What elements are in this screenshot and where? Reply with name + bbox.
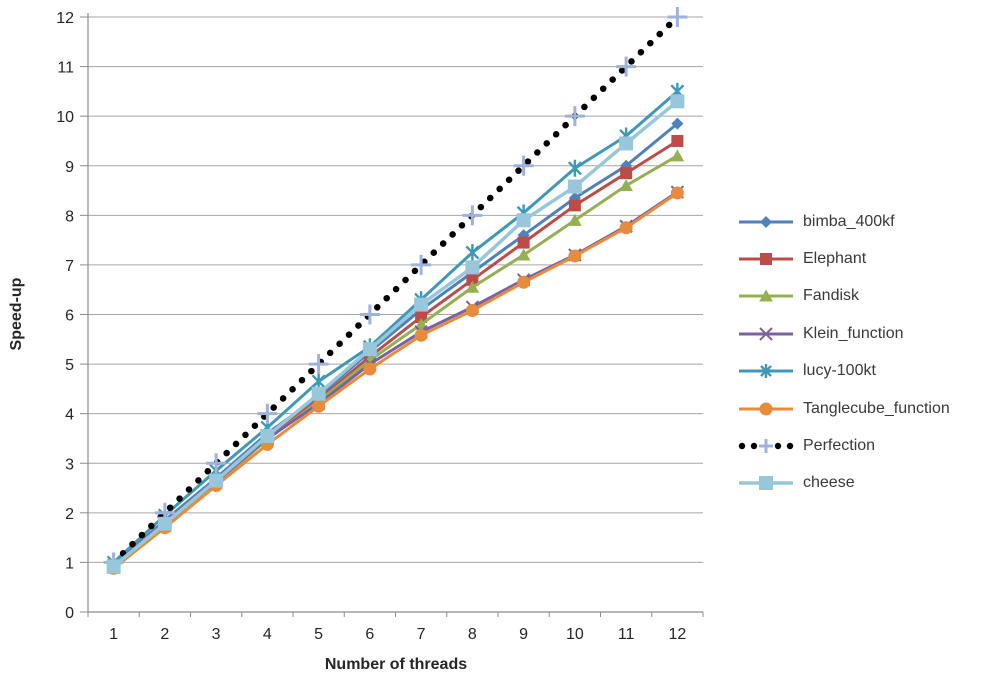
y-tick-label: 8 [65,208,74,225]
series-Fandisk [106,149,685,574]
x-tick-label: 1 [109,626,118,643]
x-tick-label: 10 [566,626,584,643]
y-tick-label: 12 [56,10,74,27]
legend-label: cheese [803,474,855,492]
y-tick-label: 2 [65,506,74,523]
legend-item-fandisk: Fandisk [737,278,950,315]
legend-item-lucy-100kt: lucy-100kt [737,353,950,390]
y-tick-label: 10 [56,109,74,126]
legend-marker-diamond-icon [739,215,793,228]
legend-marker-plus-icon [738,439,794,454]
y-tick-label: 7 [65,258,74,275]
legend-label: Tanglecube_function [803,399,950,417]
y-tick-label: 0 [65,605,74,622]
y-tick-label: 1 [65,555,74,572]
x-axis-title: Number of threads [325,656,467,673]
legend-label: Klein_function [803,324,904,342]
x-tick-label: 12 [668,626,686,643]
legend: bimba_400kf Elephant Fandisk Klein_function… [737,203,950,502]
y-tick-label: 4 [65,407,74,424]
x-tick-label: 2 [160,626,169,643]
legend-item-cheese: cheese [737,465,950,502]
legend-item-bimba-400kf: bimba_400kf [737,203,950,240]
series-Tanglecube_function [107,186,684,575]
x-tick-label: 4 [263,626,272,643]
series-layer [103,7,688,575]
x-tick-label: 7 [417,626,426,643]
series-cheese [106,94,685,574]
legend-label: bimba_400kf [803,212,895,230]
series-Perfection [103,7,688,573]
legend-marker-star-icon [739,364,793,379]
y-tick-label: 11 [57,60,74,77]
legend-item-klein-function: Klein_function [737,315,950,352]
axes [80,13,704,617]
gridlines [88,16,703,563]
legend-item-tanglecube-function: Tanglecube_function [737,390,950,427]
legend-label: Elephant [803,250,867,268]
legend-marker-square-icon [739,253,793,266]
y-tick-label: 6 [65,308,74,325]
y-tick-label: 5 [65,357,74,374]
x-tick-label: 3 [212,626,221,643]
legend-marker-circle-icon [739,402,793,416]
y-tick-label: 3 [65,456,74,473]
legend-marker-x-icon [739,327,793,341]
legend-label: Perfection [803,437,876,455]
legend-item-elephant: Elephant [737,240,950,277]
x-tick-label: 5 [314,626,323,643]
x-tick-label: 9 [519,626,528,643]
legend-label: Fandisk [803,287,860,305]
x-tick-label: 6 [365,626,374,643]
legend-marker-square-icon [739,476,793,491]
x-tick-label: 8 [468,626,477,643]
legend-item-perfection: Perfection [737,427,950,464]
y-axis-title: Speed-up [8,277,25,350]
y-tick-label: 9 [65,159,74,176]
legend-marker-triangle-icon [739,289,793,302]
legend-label: lucy-100kt [803,362,876,380]
x-tick-label: 11 [618,626,635,643]
